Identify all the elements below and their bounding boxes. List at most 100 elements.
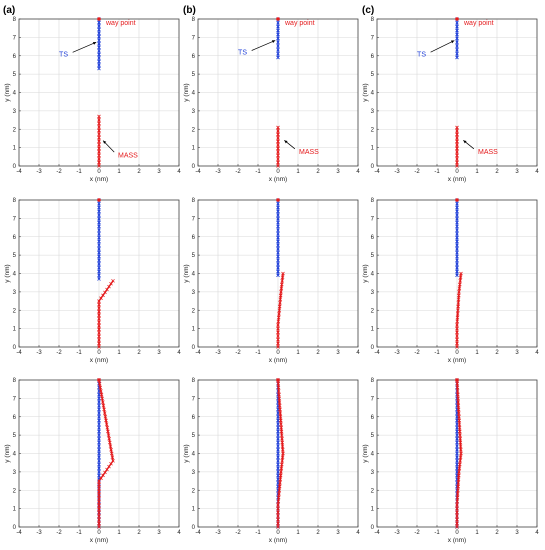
series-mass-marker	[455, 164, 459, 168]
series-mass-marker	[455, 517, 459, 522]
series-mass-marker	[455, 514, 459, 518]
series-ts-marker	[97, 42, 101, 46]
series-mass-marker	[456, 481, 461, 485]
series-ts-marker	[276, 455, 280, 459]
series-mass-marker	[101, 293, 105, 298]
series-ts-marker	[276, 250, 280, 255]
series-ts-marker	[97, 418, 101, 423]
series-mass-marker	[276, 381, 281, 386]
series-ts-marker	[97, 243, 101, 247]
x-tick-label: 2	[316, 350, 320, 356]
series-mass	[276, 378, 285, 529]
series-mass-marker	[98, 385, 103, 390]
series-ts-marker	[455, 437, 459, 441]
y-axis-label: y (nm)	[4, 444, 11, 462]
y-tick-label: 3	[371, 290, 375, 296]
series-mass-marker	[280, 459, 284, 463]
y-tick-label: 2	[13, 127, 17, 133]
series-ts-marker	[276, 217, 280, 221]
series-mass-marker	[111, 279, 115, 283]
series-mass-marker	[97, 493, 101, 497]
series-mass-marker	[455, 132, 459, 137]
series-ts-marker	[455, 220, 459, 225]
y-tick-label: 7	[371, 216, 375, 222]
series-mass-marker	[278, 473, 283, 478]
series-mass-marker	[97, 511, 101, 515]
y-axis-label: y (nm)	[362, 444, 369, 462]
x-tick-label: -3	[394, 169, 400, 175]
x-tick-label: 3	[336, 169, 340, 175]
annotation-arrowhead	[92, 42, 97, 45]
series-ts-marker	[97, 470, 101, 474]
series-ts-marker	[97, 273, 101, 278]
series-mass-marker	[101, 473, 105, 478]
waypoint-marker	[276, 378, 280, 382]
y-tick-label: 1	[13, 327, 17, 333]
series-ts-marker	[97, 459, 101, 463]
series-ts-marker	[276, 55, 280, 60]
series-mass-marker	[458, 279, 462, 283]
series-mass-marker	[97, 313, 101, 317]
y-axis-label: y (nm)	[4, 264, 11, 282]
x-tick-label: -2	[235, 169, 241, 175]
series-mass-marker	[455, 345, 459, 349]
series-ts	[455, 17, 459, 60]
series-ts-marker	[455, 217, 459, 221]
x-tick-label: 0	[276, 530, 280, 536]
series-ts-marker	[455, 425, 459, 430]
series-mass-marker	[111, 459, 115, 463]
x-tick-label: -1	[255, 169, 261, 175]
y-tick-label: 5	[371, 72, 375, 78]
series-mass-marker	[97, 316, 101, 321]
x-tick-label: 0	[455, 350, 459, 356]
series-ts-marker	[455, 243, 459, 247]
y-tick-label: 1	[371, 327, 375, 333]
y-axis-label: y (nm)	[183, 444, 190, 462]
y-tick-label: 7	[13, 396, 17, 402]
series-mass-marker	[457, 466, 462, 470]
x-tick-label: 1	[296, 169, 300, 175]
y-tick-label: 5	[192, 72, 196, 78]
x-tick-label: -4	[195, 530, 201, 536]
series-ts-marker	[97, 262, 101, 266]
x-tick-label: -1	[76, 530, 82, 536]
series-ts-marker	[276, 21, 280, 25]
x-tick-label: 1	[475, 350, 479, 356]
series-ts-marker	[455, 459, 459, 463]
series-ts-marker	[97, 217, 101, 221]
y-tick-label: 6	[371, 54, 375, 60]
series-ts-marker	[97, 269, 101, 274]
series-mass-marker	[97, 334, 101, 339]
x-axis-label: x (nm)	[448, 357, 466, 364]
subplot-a-row2: -4 -3 -2 -1 0 1 2 3 4 0 1 2 3 4 5 6 7 8 x (nm) y (nm)	[4, 198, 181, 364]
series-mass-marker	[280, 448, 285, 452]
x-tick-label: 3	[336, 530, 340, 536]
series-mass-marker	[456, 301, 461, 305]
series-mass-marker	[101, 403, 106, 408]
series-mass-marker	[97, 306, 101, 310]
series-ts-marker	[276, 269, 280, 274]
x-tick-label: -1	[434, 350, 440, 356]
subplot-b-row1: -4 -3 -2 -1 0 1 2 3 4 0 1 2 3 4 5 6 7 8 x (nm) y (nm) way po…	[183, 17, 360, 183]
annotation-text: way point	[463, 20, 494, 27]
x-tick-label: -4	[195, 350, 201, 356]
series-mass-marker	[276, 153, 280, 158]
x-tick-label: -1	[434, 169, 440, 175]
series-mass-marker	[278, 301, 282, 305]
series-ts-marker	[97, 250, 101, 255]
series-mass-marker	[276, 146, 280, 151]
series-mass-marker	[280, 437, 284, 441]
x-tick-label: -2	[56, 169, 62, 175]
series-ts-marker	[276, 418, 280, 423]
series-mass-marker	[458, 455, 463, 459]
series-ts-marker	[276, 32, 280, 37]
series-ts-marker	[455, 250, 459, 255]
y-tick-label: 0	[192, 164, 196, 170]
x-tick-label: -3	[36, 169, 42, 175]
series-mass-marker	[276, 319, 281, 324]
series-ts-marker	[97, 34, 101, 39]
y-tick-label: 5	[13, 433, 17, 439]
y-tick-label: 4	[13, 272, 17, 278]
series-ts-marker	[276, 209, 280, 214]
